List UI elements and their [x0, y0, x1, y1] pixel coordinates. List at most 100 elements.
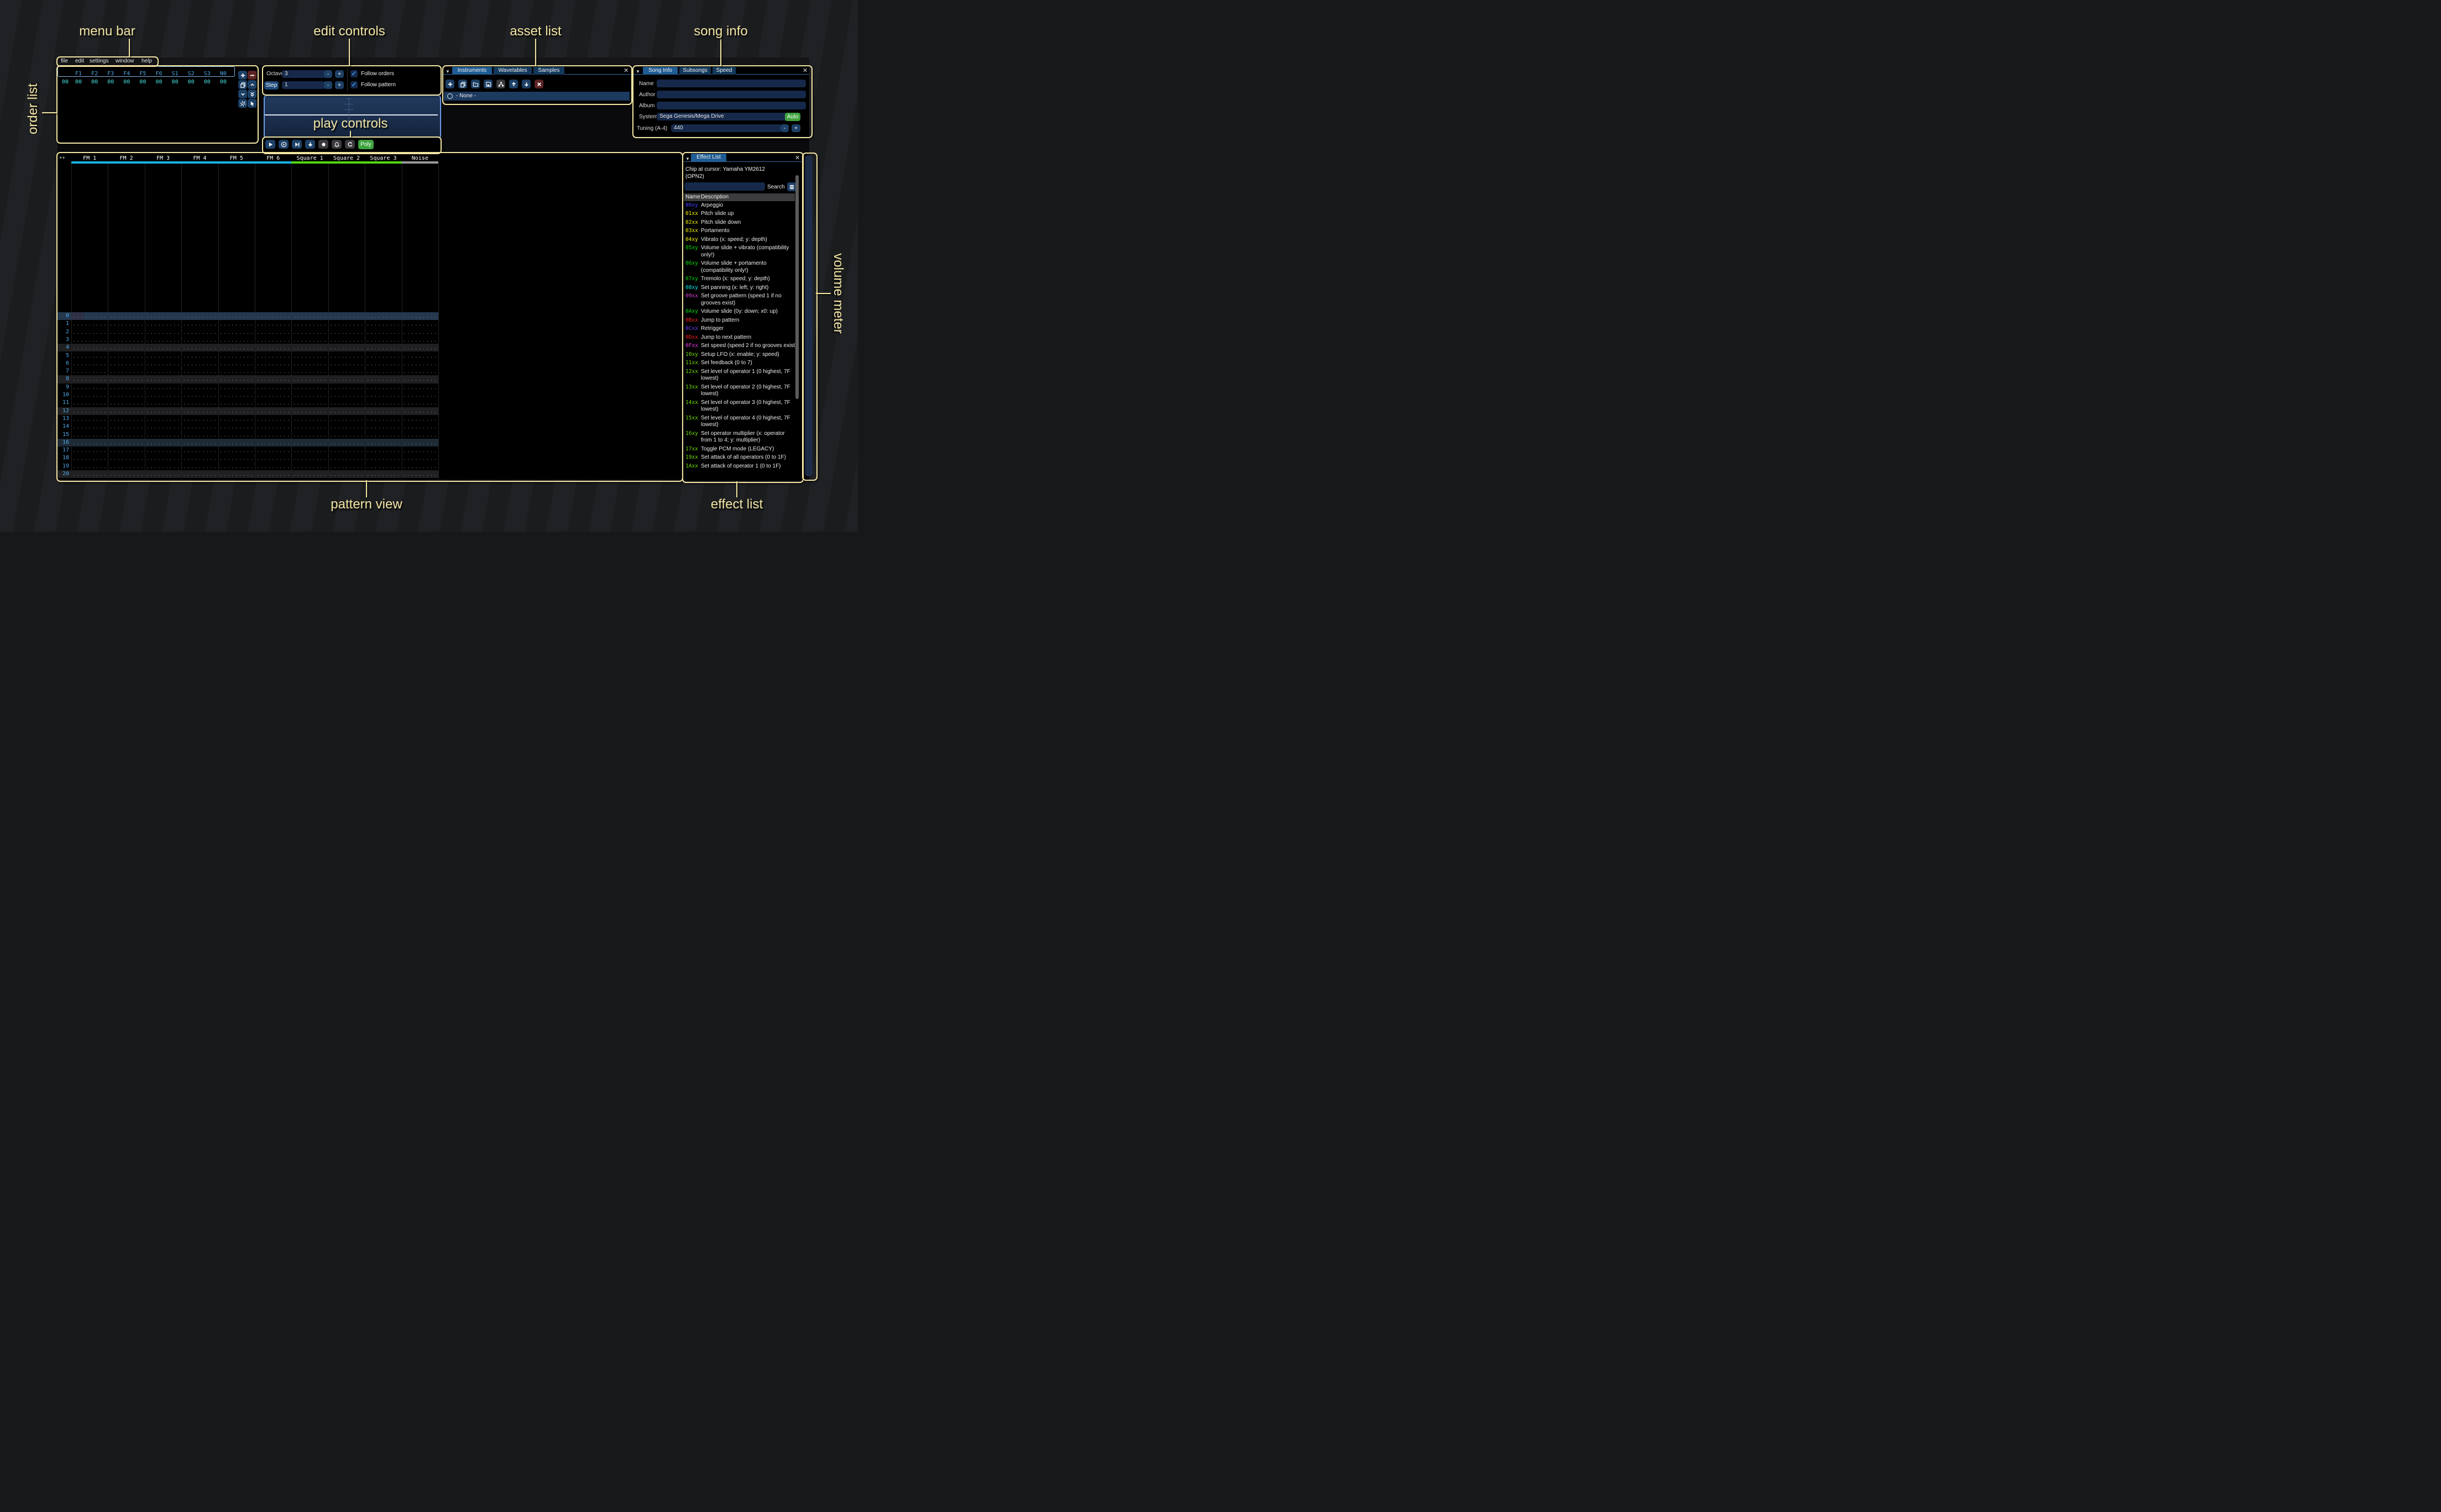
pattern-cell[interactable]: ............. — [256, 472, 291, 477]
repeat-button[interactable] — [345, 140, 355, 149]
pattern-cell[interactable]: ............. — [183, 424, 217, 430]
pattern-cell[interactable]: ............. — [146, 456, 181, 461]
pattern-cell[interactable]: ............. — [146, 416, 181, 422]
pattern-cell[interactable]: ............. — [73, 448, 107, 454]
pattern-cell[interactable]: ............. — [219, 329, 254, 335]
pattern-row[interactable]: 1.......................................… — [57, 320, 438, 328]
pattern-row[interactable]: 14......................................… — [57, 423, 438, 431]
tab-speed[interactable]: Speed — [713, 67, 736, 75]
pattern-cell[interactable]: ............. — [73, 361, 107, 366]
pattern-cell[interactable]: ............. — [109, 440, 144, 445]
pattern-cell[interactable]: ............. — [366, 337, 401, 343]
menu-item-edit[interactable]: edit — [75, 58, 85, 64]
pattern-cell[interactable]: ............. — [403, 432, 437, 438]
pattern-cell[interactable]: ............. — [256, 408, 291, 414]
open-button[interactable] — [471, 80, 480, 88]
pattern-cell[interactable]: ............. — [329, 401, 364, 406]
pattern-cell[interactable]: ............. — [219, 353, 254, 359]
pattern-cell[interactable]: ............. — [329, 440, 364, 445]
pattern-cell[interactable]: ............. — [109, 424, 144, 430]
pattern-cell[interactable]: ............. — [219, 448, 254, 454]
channel-header-fm-6[interactable]: FM 6 — [266, 155, 280, 161]
pattern-cell[interactable]: ............. — [256, 416, 291, 422]
pattern-cell[interactable]: ............. — [366, 369, 401, 375]
pattern-cell[interactable]: ............. — [293, 408, 327, 414]
pattern-cell[interactable]: ............. — [109, 408, 144, 414]
pattern-cell[interactable]: ............. — [366, 464, 401, 469]
pattern-cell[interactable]: ............. — [256, 440, 291, 445]
pattern-cell[interactable]: ............. — [109, 377, 144, 382]
scrollbar-thumb[interactable] — [795, 175, 799, 399]
order-cell[interactable]: 00 — [75, 79, 82, 85]
pattern-cell[interactable]: ............. — [183, 337, 217, 343]
pattern-cell[interactable]: ............. — [146, 337, 181, 343]
pattern-cell[interactable]: ............. — [256, 393, 291, 398]
tab-effect-list[interactable]: Effect List — [691, 154, 726, 161]
pattern-cell[interactable]: ............. — [256, 385, 291, 390]
effect-row[interactable]: 0Axy Volume slide (0y: down; x0: up) — [683, 308, 797, 317]
pattern-cell[interactable]: ............. — [366, 424, 401, 430]
pattern-cell[interactable]: ............. — [366, 361, 401, 366]
pattern-cell[interactable]: ............. — [366, 456, 401, 461]
pattern-cell[interactable]: ............. — [256, 456, 291, 461]
pattern-row[interactable]: 8.......................................… — [57, 375, 438, 384]
tab-song-info[interactable]: Song Info — [643, 67, 678, 75]
pattern-cell[interactable]: ............. — [73, 353, 107, 359]
pattern-cell[interactable]: ............. — [366, 393, 401, 398]
pattern-row[interactable]: 11......................................… — [57, 399, 438, 407]
pattern-cell[interactable]: ............. — [183, 456, 217, 461]
pattern-cell[interactable]: ............. — [183, 440, 217, 445]
play-from-beginning-button[interactable] — [279, 140, 289, 149]
pattern-cell[interactable]: ............. — [366, 472, 401, 477]
pattern-cell[interactable]: ............. — [146, 408, 181, 414]
duplicate-button[interactable] — [458, 80, 467, 88]
pattern-cell[interactable]: ............. — [329, 464, 364, 469]
collapse-triangle-icon[interactable]: ▼ — [685, 156, 690, 161]
effect-row[interactable]: 02xx Pitch slide down — [683, 218, 797, 227]
pattern-cell[interactable]: ............. — [256, 464, 291, 469]
pattern-cell[interactable]: ............. — [366, 416, 401, 422]
pattern-cell[interactable]: ............. — [329, 432, 364, 438]
pattern-cell[interactable]: ............. — [403, 385, 437, 390]
pattern-cell[interactable]: ............. — [293, 416, 327, 422]
pattern-cell[interactable]: ............. — [403, 401, 437, 406]
pattern-cell[interactable]: ............. — [293, 361, 327, 366]
effect-row[interactable]: 15xx Set level of operator 4 (0 highest, … — [683, 414, 797, 429]
pattern-cell[interactable]: ............. — [293, 464, 327, 469]
pattern-cell[interactable]: ............. — [256, 448, 291, 454]
pattern-cell[interactable]: ............. — [219, 345, 254, 351]
pattern-cell[interactable]: ............. — [329, 322, 364, 327]
pattern-cell[interactable]: ............. — [219, 361, 254, 366]
pattern-row[interactable]: 5.......................................… — [57, 352, 438, 360]
pattern-cell[interactable]: ............. — [293, 369, 327, 375]
order-cell[interactable]: 00 — [203, 79, 211, 85]
menu-item-window[interactable]: window — [116, 58, 134, 64]
effect-list-menu-button[interactable] — [787, 182, 796, 191]
effect-row[interactable]: 16xy Set operator multiplier (x: operator… — [683, 429, 797, 445]
instrument-row-none[interactable]: - None - — [444, 92, 630, 101]
tuning-plus-button[interactable]: + — [792, 124, 800, 132]
pattern-cell[interactable]: ............. — [146, 369, 181, 375]
pattern-cell[interactable]: ............. — [219, 432, 254, 438]
pattern-cell[interactable]: ............. — [403, 393, 437, 398]
step-row-button[interactable] — [305, 140, 315, 149]
pattern-cell[interactable]: ............. — [403, 472, 437, 477]
pattern-cell[interactable]: ............. — [73, 377, 107, 382]
tab-samples[interactable]: Samples — [533, 67, 564, 75]
pattern-cell[interactable]: ............. — [256, 432, 291, 438]
effect-row[interactable]: 10xy Setup LFO (x: enable; y: speed) — [683, 350, 797, 359]
pattern-cell[interactable]: ............. — [293, 377, 327, 382]
pattern-cell[interactable]: ............. — [183, 369, 217, 375]
pattern-cell[interactable]: ............. — [366, 440, 401, 445]
pattern-cell[interactable]: ............. — [146, 424, 181, 430]
tuning-minus-button[interactable]: - — [781, 124, 789, 132]
pattern-cell[interactable]: ............. — [109, 369, 144, 375]
pattern-cell[interactable]: ............. — [183, 345, 217, 351]
step-minus-button[interactable]: - — [324, 81, 332, 89]
pattern-cell[interactable]: ............. — [73, 314, 107, 319]
duplicate-button[interactable] — [238, 80, 247, 89]
pattern-cell[interactable]: ............. — [183, 361, 217, 366]
pattern-row[interactable]: 13......................................… — [57, 415, 438, 423]
channel-header-square-1[interactable]: Square 1 — [296, 155, 323, 161]
pattern-cell[interactable]: ............. — [329, 353, 364, 359]
